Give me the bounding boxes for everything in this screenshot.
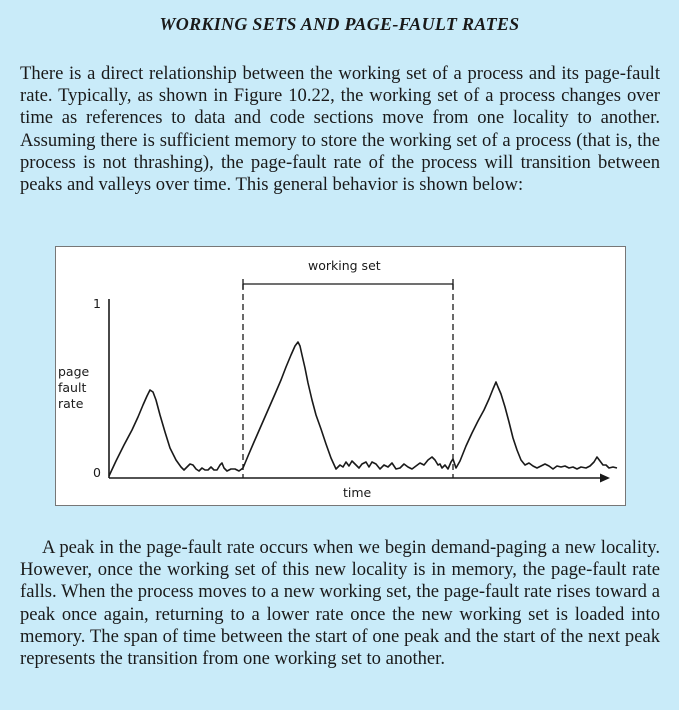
explanation-paragraph: A peak in the page-fault rate occurs whe…: [20, 537, 660, 670]
working-set-label: working set: [308, 258, 381, 273]
page-fault-curve: [108, 341, 618, 477]
y-axis-label-line2: fault: [58, 380, 86, 395]
y-axis-label-line3: rate: [58, 396, 84, 411]
x-axis-arrowhead: [600, 473, 610, 483]
y-axis-label-line1: page: [58, 364, 90, 379]
page-fault-diagram: 1 0 page fault rate time working set: [58, 258, 618, 500]
y-tick-1: 1: [93, 296, 101, 311]
page-fault-figure: 1 0 page fault rate time working set: [55, 246, 626, 506]
y-tick-0: 0: [93, 465, 101, 480]
x-axis-label: time: [343, 485, 372, 500]
sidebar-title: WORKING SETS AND PAGE-FAULT RATES: [159, 14, 520, 34]
intro-paragraph: There is a direct relationship between t…: [20, 63, 660, 196]
